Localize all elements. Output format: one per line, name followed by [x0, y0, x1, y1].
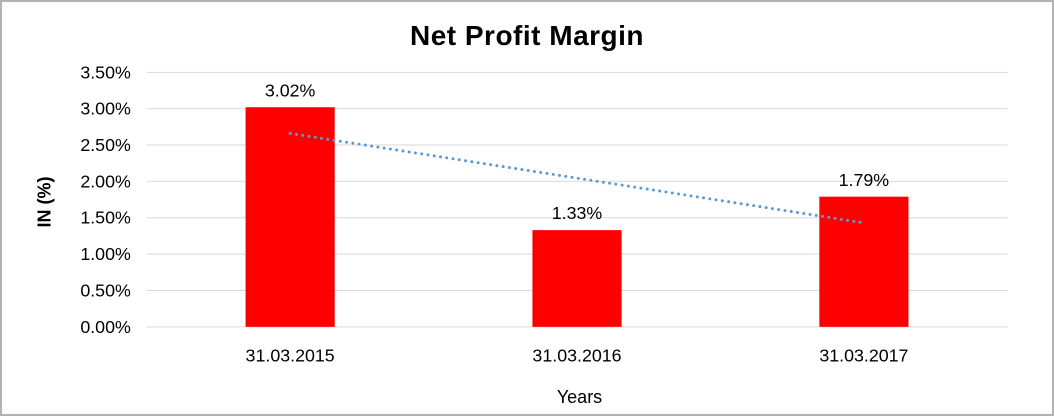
y-tick-label: 1.00%: [80, 244, 131, 264]
y-tick-label: 3.00%: [80, 99, 131, 119]
bar[interactable]: [245, 107, 335, 327]
x-tick-label: 31.03.2015: [246, 346, 335, 366]
bar-value-label: 1.33%: [552, 203, 603, 223]
x-tick-label: 31.03.2017: [819, 346, 908, 366]
bar[interactable]: [532, 230, 622, 327]
x-tick-label: 31.03.2016: [532, 346, 621, 366]
y-tick-label: 1.50%: [80, 208, 131, 228]
x-axis-title: Years: [556, 387, 603, 407]
y-tick-label: 2.50%: [80, 135, 131, 155]
bar-value-label: 3.02%: [265, 80, 316, 100]
y-tick-label: 2.00%: [80, 171, 131, 191]
y-tick-label: 0.50%: [80, 280, 131, 300]
bar-value-label: 1.79%: [839, 170, 890, 190]
bar[interactable]: [819, 196, 909, 327]
y-tick-label: 0.00%: [80, 317, 131, 337]
chart-title: Net Profit Margin: [409, 20, 645, 51]
y-tick-label: 3.50%: [80, 62, 131, 82]
trendline[interactable]: [288, 131, 866, 225]
